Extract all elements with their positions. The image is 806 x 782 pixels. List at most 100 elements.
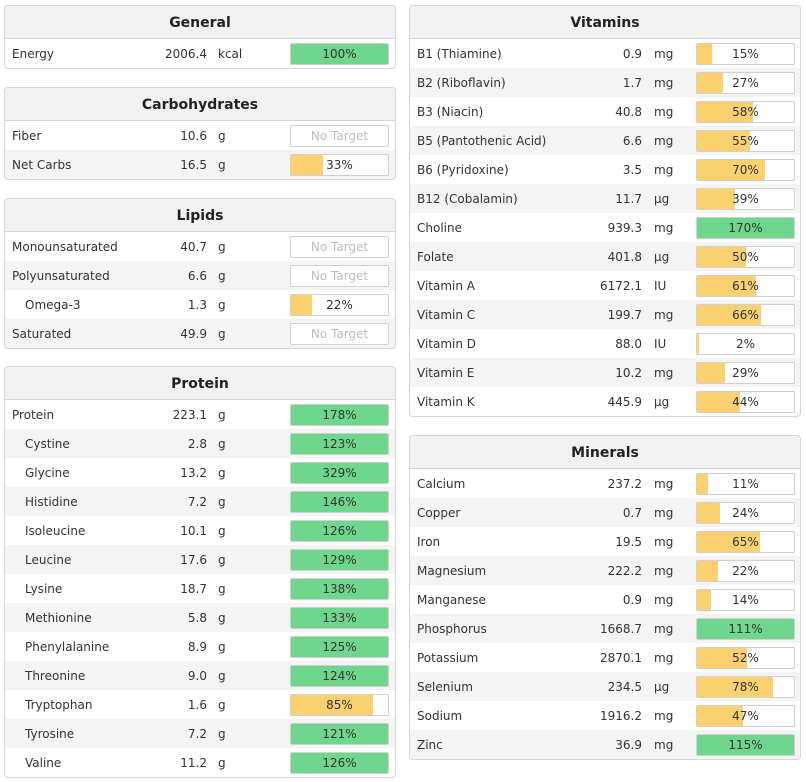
- target-progress-bar: 15%: [696, 43, 795, 65]
- target-percent: 129%: [322, 553, 357, 567]
- nutrient-amount: 401.8: [607, 250, 642, 264]
- nutrient-row-vitamin-e[interactable]: Vitamin E 10.2 mg 29%: [410, 358, 800, 387]
- nutrient-amount: 10.2: [615, 366, 642, 380]
- nutrient-row-leucine[interactable]: Leucine 17.6 g 129%: [5, 545, 395, 574]
- nutrient-name: Phenylalanine: [25, 640, 110, 654]
- nutrient-row-tryptophan[interactable]: Tryptophan 1.6 g 85%: [5, 690, 395, 719]
- nutrient-row-b6-pyridoxine[interactable]: B6 (Pyridoxine) 3.5 mg 70%: [410, 155, 800, 184]
- target-percent: 146%: [322, 495, 357, 509]
- target-progress-bar: 129%: [290, 549, 389, 571]
- nutrient-amount: 7.2: [187, 727, 207, 741]
- nutrient-amount: 40.8: [615, 105, 642, 119]
- nutrient-amount: 222.2: [607, 564, 642, 578]
- nutrient-row-iron[interactable]: Iron 19.5 mg 65%: [410, 527, 800, 556]
- nutrient-row-magnesium[interactable]: Magnesium 222.2 mg 22%: [410, 556, 800, 585]
- nutrient-row-energy[interactable]: Energy 2006.4 kcal 100%: [5, 39, 395, 68]
- nutrient-row-valine[interactable]: Valine 11.2 g 126%: [5, 748, 395, 777]
- nutrient-row-threonine[interactable]: Threonine 9.0 g 124%: [5, 661, 395, 690]
- nutrient-name: Selenium: [417, 680, 473, 694]
- target-progress-bar: 138%: [290, 578, 389, 600]
- progress-fill: [291, 155, 323, 175]
- nutrient-row-polyunsaturated[interactable]: Polyunsaturated 6.6 g No Target: [5, 261, 395, 290]
- progress-fill: [291, 666, 388, 686]
- nutrient-row-net-carbs[interactable]: Net Carbs 16.5 g 33%: [5, 150, 395, 179]
- nutrient-row-vitamin-d[interactable]: Vitamin D 88.0 IU 2%: [410, 329, 800, 358]
- nutrient-row-sodium[interactable]: Sodium 1916.2 mg 47%: [410, 701, 800, 730]
- nutrient-unit: mg: [654, 506, 674, 520]
- target-progress-bar: 55%: [696, 130, 795, 152]
- nutrient-amount: 223.1: [172, 408, 207, 422]
- target-progress-bar: 170%: [696, 217, 795, 239]
- progress-fill: [291, 295, 313, 315]
- nutrient-row-phosphorus[interactable]: Phosphorus 1668.7 mg 111%: [410, 614, 800, 643]
- nutrient-row-b3-niacin[interactable]: B3 (Niacin) 40.8 mg 58%: [410, 97, 800, 126]
- nutrient-row-vitamin-k[interactable]: Vitamin K 445.9 µg 44%: [410, 387, 800, 416]
- nutrient-row-b1-thiamine[interactable]: B1 (Thiamine) 0.9 mg 15%: [410, 39, 800, 68]
- nutrient-row-lysine[interactable]: Lysine 18.7 g 138%: [5, 574, 395, 603]
- progress-fill: [697, 561, 719, 581]
- target-progress-bar: 125%: [290, 636, 389, 658]
- nutrient-row-b12-cobalamin[interactable]: B12 (Cobalamin) 11.7 µg 39%: [410, 184, 800, 213]
- target-percent: 178%: [322, 408, 357, 422]
- nutrient-row-phenylalanine[interactable]: Phenylalanine 8.9 g 125%: [5, 632, 395, 661]
- nutrient-row-zinc[interactable]: Zinc 36.9 mg 115%: [410, 730, 800, 759]
- target-progress-bar: 24%: [696, 502, 795, 524]
- nutrient-name: Tyrosine: [25, 727, 75, 741]
- target-progress-bar: 115%: [696, 734, 795, 756]
- nutrient-row-cystine[interactable]: Cystine 2.8 g 123%: [5, 429, 395, 458]
- target-percent: 61%: [732, 279, 759, 293]
- nutrient-row-histidine[interactable]: Histidine 7.2 g 146%: [5, 487, 395, 516]
- progress-fill: [697, 160, 765, 180]
- nutrient-row-saturated[interactable]: Saturated 49.9 g No Target: [5, 319, 395, 348]
- nutrient-name: Potassium: [417, 651, 479, 665]
- panel-carbohydrates: Carbohydrates Fiber 10.6 g No Target Net Carb…: [4, 87, 396, 180]
- target-percent: 170%: [728, 221, 763, 235]
- nutrient-row-manganese[interactable]: Manganese 0.9 mg 14%: [410, 585, 800, 614]
- nutrient-row-monounsaturated[interactable]: Monounsaturated 40.7 g No Target: [5, 232, 395, 261]
- target-progress-bar: 121%: [290, 723, 389, 745]
- target-percent: 33%: [326, 158, 353, 172]
- nutrient-row-protein[interactable]: Protein 223.1 g 178%: [5, 400, 395, 429]
- nutrient-row-omega-3[interactable]: Omega-3 1.3 g 22%: [5, 290, 395, 319]
- nutrient-row-b2-riboflavin[interactable]: B2 (Riboflavin) 1.7 mg 27%: [410, 68, 800, 97]
- nutrient-name: B3 (Niacin): [417, 105, 484, 119]
- nutrient-row-fiber[interactable]: Fiber 10.6 g No Target: [5, 121, 395, 150]
- nutrient-row-methionine[interactable]: Methionine 5.8 g 133%: [5, 603, 395, 632]
- nutrient-row-vitamin-c[interactable]: Vitamin C 199.7 mg 66%: [410, 300, 800, 329]
- target-progress-bar: No Target: [290, 323, 389, 345]
- target-percent: No Target: [310, 240, 369, 254]
- nutrient-row-calcium[interactable]: Calcium 237.2 mg 11%: [410, 469, 800, 498]
- nutrient-amount: 8.9: [187, 640, 207, 654]
- nutrient-unit: g: [218, 727, 226, 741]
- nutrient-row-tyrosine[interactable]: Tyrosine 7.2 g 121%: [5, 719, 395, 748]
- progress-fill: [697, 131, 751, 151]
- target-percent: 44%: [732, 395, 759, 409]
- nutrient-name: B2 (Riboflavin): [417, 76, 506, 90]
- nutrient-row-vitamin-a[interactable]: Vitamin A 6172.1 IU 61%: [410, 271, 800, 300]
- panel-title: Vitamins: [410, 6, 800, 39]
- progress-fill: [291, 463, 388, 483]
- nutrient-unit: kcal: [218, 47, 243, 61]
- target-percent: 58%: [732, 105, 759, 119]
- nutrient-name: Magnesium: [417, 564, 487, 578]
- target-percent: 55%: [732, 134, 759, 148]
- nutrient-row-selenium[interactable]: Selenium 234.5 µg 78%: [410, 672, 800, 701]
- nutrient-name: B1 (Thiamine): [417, 47, 502, 61]
- nutrient-unit: µg: [654, 250, 670, 264]
- nutrient-row-potassium[interactable]: Potassium 2870.1 mg 52%: [410, 643, 800, 672]
- nutrient-amount: 6.6: [187, 269, 207, 283]
- target-percent: 78%: [732, 680, 759, 694]
- nutrient-row-glycine[interactable]: Glycine 13.2 g 329%: [5, 458, 395, 487]
- target-progress-bar: No Target: [290, 125, 389, 147]
- target-progress-bar: 22%: [290, 294, 389, 316]
- nutrient-row-copper[interactable]: Copper 0.7 mg 24%: [410, 498, 800, 527]
- nutrient-unit: g: [218, 669, 226, 683]
- nutrient-row-b5-pantothenic-acid[interactable]: B5 (Pantothenic Acid) 6.6 mg 55%: [410, 126, 800, 155]
- nutrient-row-folate[interactable]: Folate 401.8 µg 50%: [410, 242, 800, 271]
- nutrient-unit: g: [218, 158, 226, 172]
- target-progress-bar: 123%: [290, 433, 389, 455]
- nutrient-row-isoleucine[interactable]: Isoleucine 10.1 g 126%: [5, 516, 395, 545]
- panel-protein: Protein Protein 223.1 g 178% Cystine 2.8 g 123% G…: [4, 366, 396, 778]
- nutrient-row-choline[interactable]: Choline 939.3 mg 170%: [410, 213, 800, 242]
- nutrient-amount: 10.1: [180, 524, 207, 538]
